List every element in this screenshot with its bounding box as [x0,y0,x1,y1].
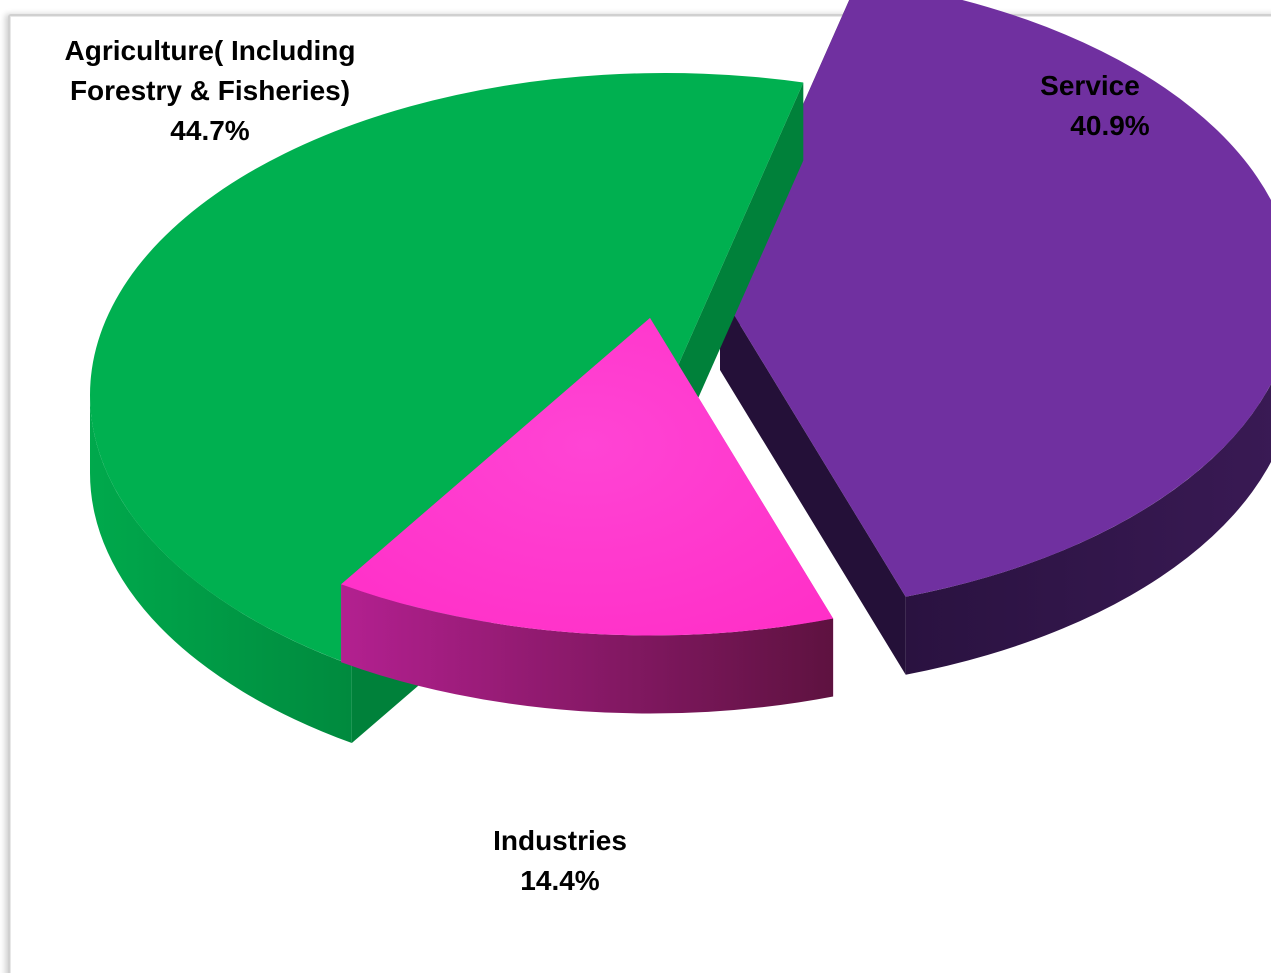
data-label-agriculture-category: Agriculture( Including [65,35,356,66]
pie-slice-industries-top [341,318,834,636]
data-label-industries-category: Industries [493,825,627,856]
data-label-service: Service 40.9% [1040,70,1150,141]
data-label-agriculture-category: Forestry & Fisheries) [70,75,350,106]
pie-slice-service-top [720,0,1271,597]
data-label-industries-value: 14.4% [520,865,599,896]
pie-slice-service [720,0,1271,675]
pie-slice-industries [341,318,834,714]
data-label-industries: Industries 14.4% [493,825,627,896]
pie-slice-agriculture-wall-1 [665,82,804,474]
pie-slice-agriculture-side [90,395,352,744]
pie-slice-agriculture-top [89,72,804,666]
data-label-agriculture-value: 44.7% [170,115,249,146]
pie-slice-service-wall-1 [720,292,906,675]
pie-slice-industries-side [341,584,834,714]
data-label-service-value: 40.9% [1070,110,1149,141]
data-label-agriculture: Agriculture( Including Forestry & Fisheri… [65,35,356,146]
data-label-service-category: Service [1040,70,1140,101]
pie-slice-service-side [905,383,1271,675]
